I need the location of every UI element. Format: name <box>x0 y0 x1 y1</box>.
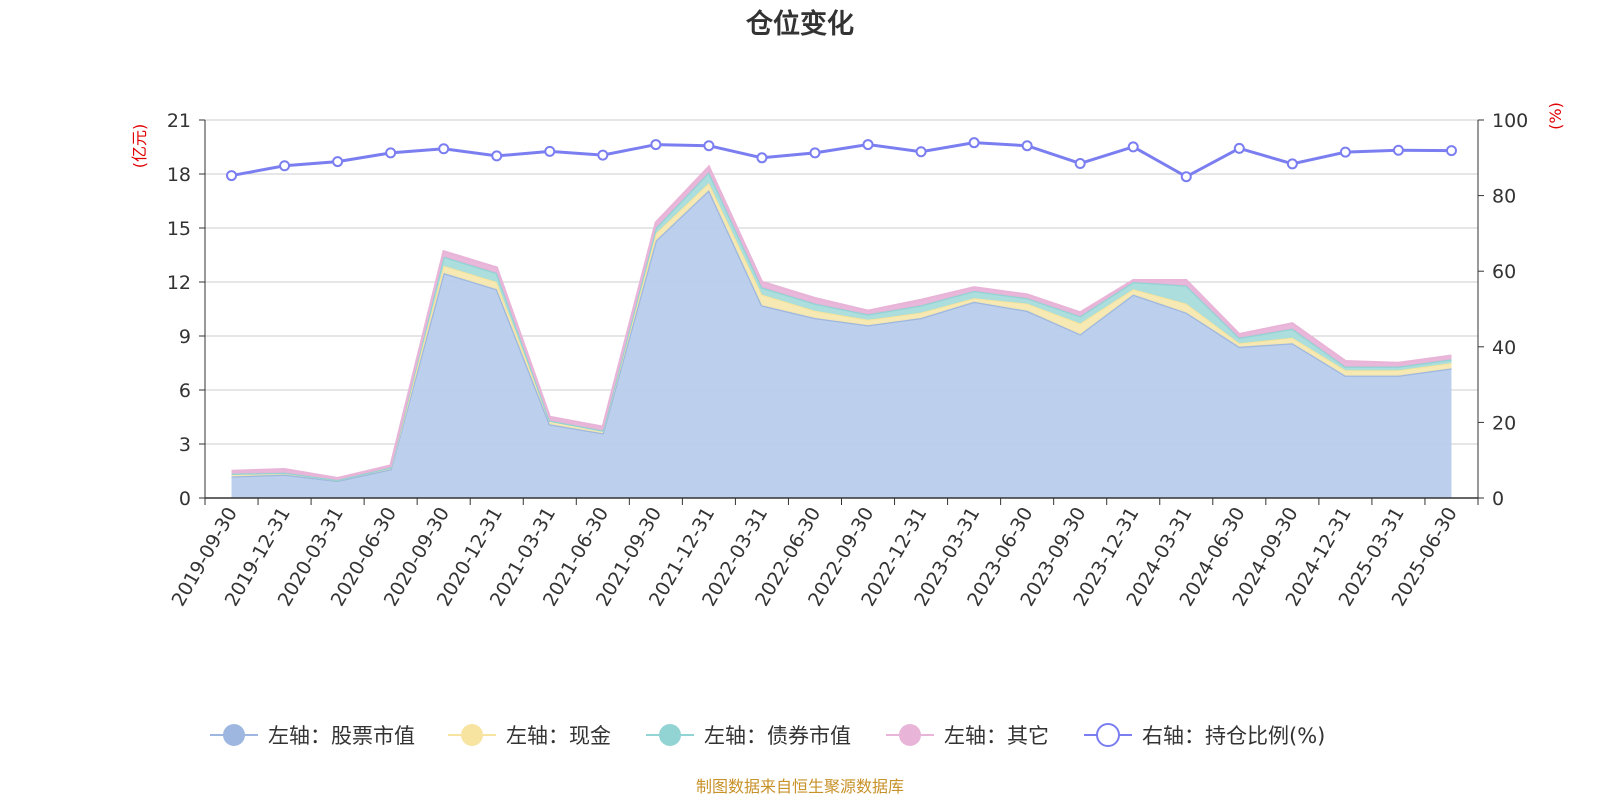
ratio-point <box>809 147 821 159</box>
left-tick-label: 0 <box>179 488 191 510</box>
ratio-point <box>1021 140 1033 152</box>
ratio-point <box>1339 146 1351 158</box>
ratio-point <box>1233 142 1245 154</box>
ratio-line-path <box>231 141 1452 179</box>
chart-title: 仓位变化 <box>745 8 854 40</box>
area-top-line <box>231 164 1452 480</box>
left-tick-label: 9 <box>179 326 191 348</box>
ratio-point <box>226 170 238 182</box>
legend-item[interactable]: 左轴：其它 <box>886 724 1049 748</box>
legend-label: 右轴：持仓比例(%) <box>1142 724 1325 748</box>
legend-marker <box>1096 723 1120 747</box>
right-tick-label: 80 <box>1492 186 1516 208</box>
position-ratio-line <box>226 137 1457 183</box>
legend-marker <box>659 724 681 746</box>
legend-item[interactable]: 左轴：债券市值 <box>646 724 851 748</box>
data-source-note: 制图数据来自恒生聚源数据库 <box>696 777 904 796</box>
right-axis-unit: (%) <box>1546 102 1565 130</box>
ratio-point <box>279 160 291 172</box>
legend-item[interactable]: 左轴：现金 <box>448 724 611 748</box>
ratio-point <box>650 139 662 151</box>
legend-label: 左轴：现金 <box>506 724 611 748</box>
legend-label: 左轴：债券市值 <box>704 724 851 748</box>
ratio-point <box>438 143 450 155</box>
right-tick-label: 60 <box>1492 261 1516 283</box>
legend-item[interactable]: 左轴：股票市值 <box>210 724 415 748</box>
ratio-point <box>915 146 927 158</box>
ratio-point <box>1127 141 1139 153</box>
ratio-point <box>491 150 503 162</box>
ratio-point <box>703 140 715 152</box>
right-tick-label: 40 <box>1492 337 1516 359</box>
left-axis-unit: (亿元) <box>130 124 149 169</box>
ratio-point <box>385 147 397 159</box>
legend-label: 左轴：其它 <box>944 724 1049 748</box>
ratio-point <box>1180 171 1192 183</box>
right-tick-label: 0 <box>1492 488 1504 510</box>
area-band <box>231 190 1452 498</box>
legend-marker <box>461 724 483 746</box>
stacked-areas <box>231 164 1452 498</box>
legend-label: 左轴：股票市值 <box>268 724 415 748</box>
ratio-point <box>597 149 609 161</box>
ratio-point <box>1286 158 1298 170</box>
legend[interactable]: 左轴：股票市值 左轴：现金 左轴：债券市值 左轴：其它 右轴：持仓比例(%) <box>210 723 1325 748</box>
ratio-point <box>1392 144 1404 156</box>
ratio-point <box>862 139 874 151</box>
ratio-point <box>332 156 344 168</box>
ratio-point <box>1445 145 1457 157</box>
ratio-point <box>968 137 980 149</box>
left-tick-label: 3 <box>179 434 191 456</box>
right-tick-label: 20 <box>1492 412 1516 434</box>
ratio-point <box>1074 157 1086 169</box>
left-tick-label: 15 <box>167 218 191 240</box>
left-tick-label: 12 <box>167 272 191 294</box>
right-tick-label: 100 <box>1492 110 1528 132</box>
ratio-point <box>756 152 768 164</box>
left-tick-label: 6 <box>179 380 191 402</box>
legend-marker <box>223 724 245 746</box>
legend-marker <box>899 724 921 746</box>
left-tick-label: 21 <box>167 110 191 132</box>
ratio-point <box>544 145 556 157</box>
legend-item[interactable]: 右轴：持仓比例(%) <box>1084 723 1325 748</box>
left-tick-label: 18 <box>167 164 191 186</box>
